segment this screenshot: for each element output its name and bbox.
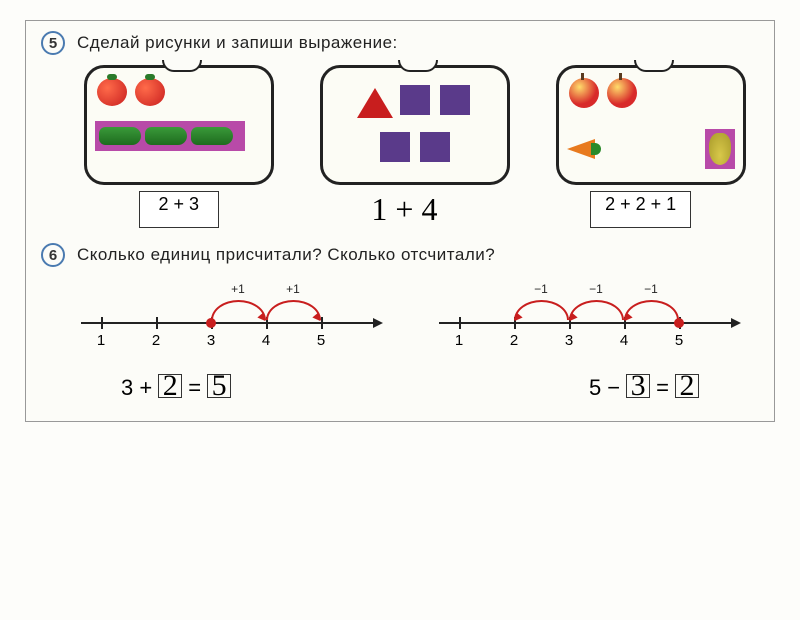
task6-header: 6 Сколько единиц присчитали? Сколько отс… (41, 243, 759, 267)
cucumber-strip (95, 121, 245, 151)
tick-label: 1 (455, 332, 463, 349)
cucumber-icon (99, 127, 141, 145)
task6-text: Сколько единиц присчитали? Сколько отсчи… (77, 245, 495, 265)
tick-label: 1 (97, 332, 105, 349)
tick-label: 2 (510, 332, 518, 349)
answer-box: 3 (626, 374, 650, 398)
square-icon (400, 85, 430, 115)
box-tab (398, 60, 438, 72)
tick-label: 5 (675, 332, 683, 349)
tick-label: 2 (152, 332, 160, 349)
axis (439, 322, 739, 324)
task6-number: 6 (41, 243, 65, 267)
axis (81, 322, 381, 324)
numberline-sub: 1 2 3 4 5 −1 −1 −1 (439, 282, 739, 372)
tick-label: 5 (317, 332, 325, 349)
answer-box: 2 (675, 374, 699, 398)
bottom-row (567, 129, 735, 169)
square-icon (440, 85, 470, 115)
tick (459, 317, 461, 329)
carrot-icon (567, 139, 595, 159)
triangle-icon (357, 88, 393, 118)
pear-icon (709, 133, 731, 165)
pear-bg (705, 129, 735, 169)
tick-label: 3 (207, 332, 215, 349)
shapes-row1 (331, 82, 499, 123)
tick-label: 3 (565, 332, 573, 349)
task5-boxes (71, 65, 759, 185)
tomato-icon (135, 78, 165, 106)
eq-equals: = (188, 375, 201, 401)
shapes-row2 (331, 129, 499, 170)
tomato-row (95, 76, 263, 113)
task5-text: Сделай рисунки и запиши выражение: (77, 33, 398, 53)
task5-number: 5 (41, 31, 65, 55)
number-lines: 1 2 3 4 5 +1 +1 1 2 3 4 5 −1 −1 −1 (81, 282, 739, 372)
square-icon (420, 132, 450, 162)
box-tab (634, 60, 674, 72)
arc-add (266, 300, 321, 320)
tick-label: 4 (620, 332, 628, 349)
worksheet: 5 Сделай рисунки и запиши выражение: (25, 20, 775, 422)
arc-add (211, 300, 266, 320)
tick-label: 4 (262, 332, 270, 349)
box1 (84, 65, 274, 185)
arc-label: +1 (286, 282, 300, 296)
box-tab (162, 60, 202, 72)
arc-sub (624, 300, 679, 320)
eq-equals: = (656, 375, 669, 401)
answer-box: 2 (158, 374, 182, 398)
square-icon (380, 132, 410, 162)
tick (101, 317, 103, 329)
apple-row (567, 76, 735, 115)
arc-label: +1 (231, 282, 245, 296)
equations: 3 + 2 = 5 5 − 3 = 2 (121, 374, 699, 401)
box2 (320, 65, 510, 185)
answer-box: 5 (207, 374, 231, 398)
expr2: 1 + 4 (354, 191, 454, 228)
arc-label: −1 (644, 282, 658, 296)
cucumber-icon (191, 127, 233, 145)
expr1: 2 + 3 (139, 191, 219, 228)
eq-left: 5 − (589, 375, 620, 401)
task5-header: 5 Сделай рисунки и запиши выражение: (41, 31, 759, 55)
arc-label: −1 (534, 282, 548, 296)
apple-icon (569, 78, 599, 108)
expr3: 2 + 2 + 1 (590, 191, 691, 228)
tick (156, 317, 158, 329)
tomato-icon (97, 78, 127, 106)
eq-sub: 5 − 3 = 2 (589, 374, 699, 401)
numberline-add: 1 2 3 4 5 +1 +1 (81, 282, 381, 372)
arc-sub (569, 300, 624, 320)
task5-expressions: 2 + 3 1 + 4 2 + 2 + 1 (71, 191, 759, 228)
box3 (556, 65, 746, 185)
eq-add: 3 + 2 = 5 (121, 374, 231, 401)
cucumber-icon (145, 127, 187, 145)
apple-icon (607, 78, 637, 108)
eq-left: 3 + (121, 375, 152, 401)
arc-sub (514, 300, 569, 320)
arc-label: −1 (589, 282, 603, 296)
